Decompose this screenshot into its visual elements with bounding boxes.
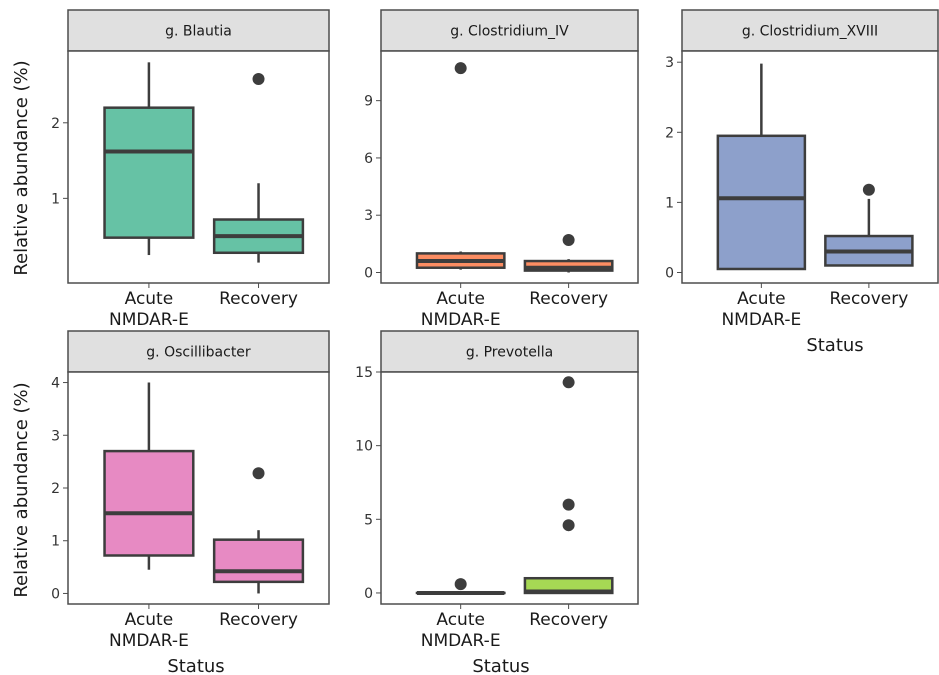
panel-border [380,371,639,605]
y-tick-label: 9 [364,94,373,110]
y-tick-label: 5 [364,512,373,528]
outlier-point [454,62,467,75]
facet-strip [67,9,330,52]
y-tick-label: 3 [665,55,674,71]
x-tick-label: Acute NMDAR-E [421,610,501,651]
x-axis-label-col1: Status [167,656,224,675]
x-tick-label-line: Acute [436,289,485,309]
x-tick-label: Acute NMDAR-E [109,610,189,651]
facet-panel: g. Clostridium_XVIII 0 1 2 3 Acute NMDAR-E Reco… [665,9,939,330]
box-acute [103,62,195,256]
y-tick-label: 0 [51,586,60,602]
facet-panel: g. Prevotella 0 5 10 15 Acute NMDAR-E Recovery [355,330,639,651]
facet-title: g. Clostridium_XVIII [742,24,878,40]
y-tick-label: 1 [51,534,60,550]
facet-strip [67,330,330,373]
facet-title: g. Prevotella [466,345,553,361]
y-tick-label: 1 [665,195,674,211]
x-tick-label-line: Acute [125,289,174,309]
y-tick-label: 0 [665,265,674,281]
box-acute [716,63,807,271]
x-tick-label-line: Acute [436,610,485,630]
y-tick-label: 2 [51,481,60,497]
facet-title: g. Oscillibacter [146,345,251,361]
x-tick-label-line: Recovery [529,610,608,630]
facet-title: g. Blautia [165,24,232,40]
x-tick-label: Recovery [219,289,298,309]
x-tick-label-line: Acute [125,610,174,630]
x-tick-label: Recovery [529,610,608,630]
x-tick-label: Recovery [219,610,298,630]
x-tick-label-line: NMDAR-E [721,310,801,330]
y-tick-label: 3 [51,428,60,444]
outlier-point [252,467,265,480]
x-tick-label: Acute NMDAR-E [421,289,501,330]
x-tick-label-line: Recovery [529,289,608,309]
box-acute [415,578,506,595]
y-tick-label: 6 [364,151,373,167]
facet-title: g. Clostridium_IV [450,24,569,40]
y-tick-label: 10 [355,439,373,455]
box-recovery [212,467,305,594]
facet-panel: g. Blautia 1 2 Acute NMDAR-E Recovery [51,9,330,330]
x-tick-label-line: Recovery [829,289,908,309]
facet-panel: g. Oscillibacter 0 1 2 3 4 Acute NMDAR-E Recover… [51,330,330,651]
y-tick-label: 2 [665,125,674,141]
panel-border [380,50,639,284]
outlier-point [252,72,265,85]
facet-strip [380,9,639,52]
x-tick-label-line: Acute [737,289,786,309]
outlier-point [562,519,575,532]
box-recovery [523,234,614,273]
x-tick-label-line: NMDAR-E [421,310,501,330]
x-tick-label-line: NMDAR-E [421,631,501,651]
outlier-point [562,376,575,389]
outlier-point [862,183,875,196]
box-iqr [716,134,807,271]
x-tick-label-line: NMDAR-E [109,631,189,651]
x-tick-label: Acute NMDAR-E [109,289,189,330]
x-tick-label: Recovery [829,289,908,309]
y-tick-label: 3 [364,208,373,224]
y-axis-label-top: Relative abundance (%) [11,60,32,275]
y-axis-label-bottom: Relative abundance (%) [11,382,32,597]
x-axis-label-col2: Status [472,656,529,675]
y-tick-label: 0 [364,586,373,602]
x-tick-label-line: Recovery [219,610,298,630]
box-iqr [103,106,195,239]
outlier-point [454,578,467,591]
y-tick-label: 15 [355,365,373,381]
x-tick-label: Recovery [529,289,608,309]
y-tick-label: 4 [51,376,60,392]
box-recovery [212,72,305,263]
box-iqr [212,538,305,584]
y-tick-label: 1 [51,191,60,207]
x-tick-label-line: NMDAR-E [109,310,189,330]
box-recovery [523,376,614,595]
box-iqr [103,449,195,557]
facet-panel: g. Clostridium_IV 0 3 6 9 Acute NMDAR-E Recover… [364,9,639,330]
box-acute [103,382,195,570]
facet-strip [380,330,639,373]
x-axis-label-col3: Status [806,335,863,356]
x-tick-label-line: Recovery [219,289,298,309]
box-acute [415,62,506,270]
y-tick-label: 0 [364,265,373,281]
outlier-point [562,234,575,247]
outlier-point [562,498,575,511]
box-recovery [824,183,914,267]
x-tick-label: Acute NMDAR-E [721,289,801,330]
y-tick-label: 2 [51,116,60,132]
